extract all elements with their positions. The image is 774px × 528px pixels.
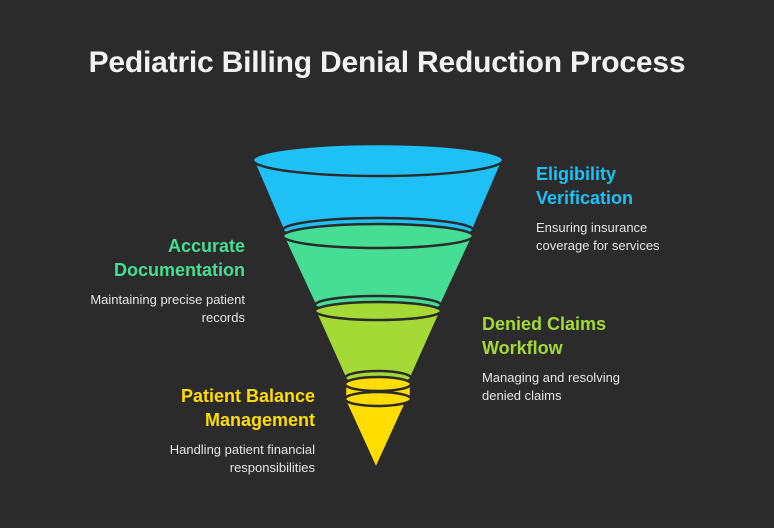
funnel-stage-4-spout-cone bbox=[344, 398, 408, 469]
funnel-stage-4-cone-rim bbox=[343, 390, 413, 408]
funnel-stage-4-patient-balance-management[interactable] bbox=[343, 375, 413, 469]
funnel-label-description: Managing and resolving denied claims bbox=[482, 370, 621, 403]
funnel-label-description: Ensuring insurance coverage for services bbox=[536, 220, 660, 253]
funnel-label-title: Denied Claims Workflow bbox=[482, 314, 607, 358]
funnel-label-title: Accurate Documentation bbox=[113, 236, 245, 280]
funnel-label-patient-balance-management[interactable]: Patient Balance Management Handling pati… bbox=[110, 384, 315, 477]
funnel-label-title: Patient Balance Management bbox=[180, 386, 315, 430]
funnel-stage-2-accurate-documentation[interactable] bbox=[281, 222, 475, 316]
funnel-label-title: Eligibility Verification bbox=[536, 164, 634, 208]
funnel-stage-1-top-rim bbox=[251, 142, 505, 178]
funnel-label-description: Handling patient financial responsibilit… bbox=[169, 442, 315, 475]
funnel-label-description: Maintaining precise patient records bbox=[90, 292, 245, 325]
funnel-stage-3-denied-claims-workflow[interactable] bbox=[313, 300, 443, 387]
funnel-stage-3-top-rim bbox=[313, 300, 443, 322]
funnel-label-denied-claims-workflow[interactable]: Denied Claims Workflow Managing and reso… bbox=[482, 312, 707, 405]
funnel-label-eligibility-verification[interactable]: Eligibility Verification Ensuring insura… bbox=[536, 162, 751, 255]
funnel-stage-2-top-rim bbox=[281, 222, 475, 250]
funnel-stage-4-top-rim bbox=[343, 375, 413, 393]
page-title: Pediatric Billing Denial Reduction Proce… bbox=[88, 46, 686, 79]
funnel-label-accurate-documentation[interactable]: Accurate Documentation Maintaining preci… bbox=[40, 234, 245, 327]
